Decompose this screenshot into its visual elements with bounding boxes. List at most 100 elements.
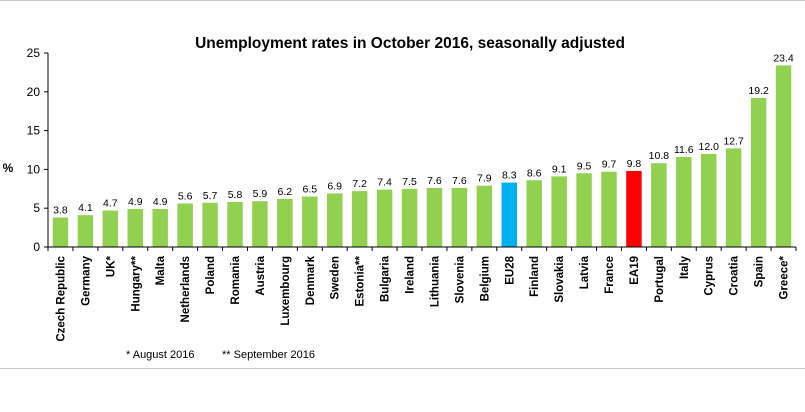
bar-bulgaria [376,189,393,247]
category-label-uk: UK* [105,255,117,277]
bar-ea19 [626,170,642,247]
y-tick-label: 25 [27,46,41,60]
data-label-lithuania: 7.6 [427,175,442,187]
data-label-belgium: 7.9 [477,173,492,185]
bar-malta [152,208,168,247]
y-tick-label: 10 [27,162,41,176]
category-label-czech-republic: Czech Republic [55,255,67,341]
data-label-poland: 5.7 [203,190,218,202]
category-label-slovenia: Slovenia [454,255,466,303]
bar-sweden [327,193,343,247]
data-label-romania: 5.8 [228,189,243,201]
category-label-estonia: Estonia** [355,255,367,306]
x-axis [47,246,797,251]
data-label-austria: 5.9 [253,188,268,200]
bar-ireland [401,188,418,247]
footnote-august: * August 2016 [126,349,195,361]
bar-france [601,171,617,247]
bar-cyprus [701,153,717,247]
data-label-estonia: 7.2 [352,178,367,190]
y-tick-label: 0 [33,240,40,254]
category-label-netherlands: Netherlands [180,256,192,322]
frame-bottom-border [0,368,805,369]
data-label-sweden: 6.9 [327,180,342,192]
category-label-bulgaria: Bulgaria [380,255,392,302]
category-label-cyprus: Cyprus [704,256,716,296]
bar-germany [77,215,94,247]
bar-lithuania [426,188,443,247]
category-label-italy: Italy [679,255,691,279]
bar-poland [202,202,218,247]
bar-estonia [351,191,368,247]
bar-hungary [127,208,143,247]
bar-eu28 [501,182,517,247]
category-label-belgium: Belgium [479,256,491,301]
data-label-ireland: 7.5 [402,176,417,188]
bar-netherlands [177,203,193,247]
category-label-croatia: Croatia [729,255,741,295]
category-label-greece: Greece* [779,255,791,299]
category-label-spain: Spain [754,256,766,287]
category-label-malta: Malta [155,255,167,285]
bar-croatia [725,148,742,247]
bar-greece [775,65,792,247]
category-label-denmark: Denmark [305,255,317,305]
category-label-luxembourg: Luxembourg [280,256,292,326]
category-label-germany: Germany [80,255,92,305]
data-label-denmark: 6.5 [302,184,317,196]
category-label-latvia: Latvia [579,255,591,289]
y-axis: 0 5 10 15 20 25 [27,46,49,254]
category-label-eu28: EU28 [504,255,516,284]
bar-slovakia [551,176,567,247]
category-label-lithuania: Lithuania [429,255,441,307]
data-label-slovakia: 9.1 [552,163,567,175]
data-label-finland: 8.6 [527,167,542,179]
data-label-luxembourg: 6.2 [278,186,293,198]
category-label-france: France [604,256,616,294]
bar-finland [526,180,542,247]
bar-spain [750,98,767,248]
data-label-croatia: 12.7 [723,135,744,147]
category-label-romania: Romania [230,255,242,304]
bar-czech-republic [52,217,69,247]
bar-belgium [476,185,493,247]
chart-title: Unemployment rates in October 2016, seas… [195,35,625,52]
category-label-slovakia: Slovakia [554,255,566,302]
data-labels-group: 3.8 4.1 4.7 4.9 4.9 5.6 5.7 5.8 5.9 6.2 6.5 6.9 7.2 7… [53,52,794,216]
frame-top-border [0,0,805,1]
category-label-portugal: Portugal [654,256,666,303]
category-label-poland: Poland [205,256,217,294]
data-label-spain: 19.2 [748,85,769,97]
category-label-sweden: Sweden [330,256,342,299]
bar-denmark [302,196,318,247]
data-label-eu28: 8.3 [502,170,517,182]
y-tick-label: 5 [33,201,40,215]
data-label-bulgaria: 7.4 [377,177,392,189]
data-label-france: 9.7 [602,159,617,171]
bar-romania [227,201,243,247]
category-label-hungary: Hungary** [130,255,142,311]
category-label-ireland: Ireland [405,256,417,294]
data-label-greece: 23.4 [773,52,794,64]
bar-latvia [576,173,592,247]
data-label-cyprus: 12.0 [699,141,720,153]
bar-portugal [651,163,667,247]
y-axis-label: % [3,161,14,175]
data-label-portugal: 10.8 [649,150,670,162]
data-label-ea19: 9.8 [627,158,642,170]
data-label-italy: 11.6 [674,144,694,156]
bars-group [52,65,792,248]
data-label-uk: 4.7 [103,198,118,210]
bar-uk [102,210,119,247]
category-labels-group: Czech Republic Germany UK* Hungary** Malta Ne… [55,255,790,341]
data-label-hungary: 4.9 [128,196,143,208]
data-label-germany: 4.1 [78,202,93,214]
data-label-czech-republic: 3.8 [53,205,68,217]
bar-luxembourg [277,198,293,247]
bar-austria [252,201,268,247]
y-tick-label: 15 [27,124,41,138]
category-label-finland: Finland [529,256,541,297]
data-label-slovenia: 7.6 [452,175,467,187]
category-label-ea19: EA19 [629,256,641,285]
